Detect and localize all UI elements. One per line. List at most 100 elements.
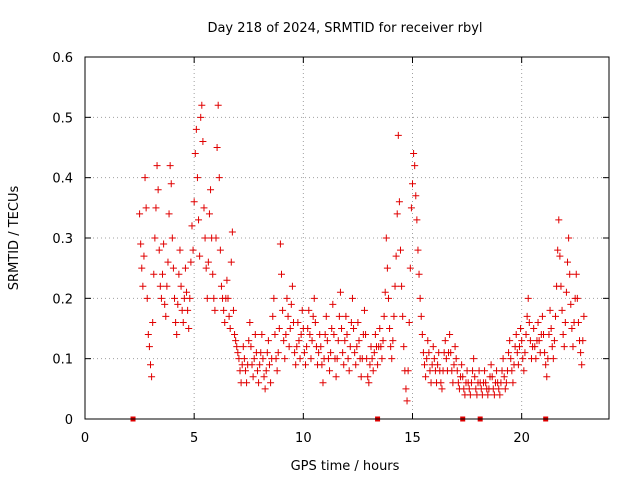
data-point	[251, 331, 259, 339]
data-point	[554, 246, 562, 254]
data-point	[151, 234, 159, 242]
data-point	[239, 343, 247, 351]
data-point	[259, 355, 267, 363]
data-point	[451, 343, 459, 351]
data-point	[434, 361, 442, 369]
data-point	[168, 234, 176, 242]
data-point	[393, 210, 401, 218]
data-point	[525, 318, 533, 326]
data-point	[399, 312, 407, 320]
data-point	[415, 270, 423, 278]
data-point	[315, 349, 323, 357]
data-point	[499, 355, 507, 363]
data-point	[201, 234, 209, 242]
data-point	[567, 300, 575, 308]
data-point	[263, 349, 271, 357]
data-point	[328, 325, 336, 332]
data-point	[241, 367, 249, 375]
data-point	[509, 379, 517, 387]
data-point	[273, 367, 281, 375]
data-point	[488, 373, 496, 381]
data-point	[355, 337, 363, 345]
data-point	[502, 379, 510, 387]
data-point	[336, 288, 344, 296]
data-point	[352, 361, 360, 369]
data-point	[278, 270, 285, 278]
data-point	[388, 355, 396, 363]
data-point	[335, 312, 343, 320]
data-point	[524, 294, 532, 302]
data-point	[392, 252, 400, 260]
data-point	[303, 343, 311, 351]
data-point	[200, 204, 208, 212]
data-point	[341, 337, 349, 345]
data-point	[267, 379, 275, 387]
data-point	[276, 240, 284, 248]
data-point	[188, 222, 196, 230]
data-point	[287, 300, 295, 308]
data-point	[351, 349, 359, 357]
data-point	[205, 210, 213, 218]
data-point	[450, 361, 458, 369]
data-point	[284, 312, 292, 320]
data-point	[561, 318, 569, 326]
data-point	[285, 343, 293, 351]
data-point	[318, 361, 326, 369]
data-point	[467, 379, 475, 387]
data-point	[279, 306, 287, 314]
data-point	[156, 282, 164, 290]
data-point	[482, 379, 490, 387]
data-point	[345, 367, 353, 375]
x-tick-labels: 0 5 10 15 20	[81, 431, 530, 446]
data-point	[184, 306, 192, 314]
data-point	[202, 264, 210, 272]
data-point	[376, 325, 384, 332]
data-point	[574, 318, 582, 326]
data-point	[234, 349, 242, 357]
data-point	[579, 337, 587, 345]
data-point	[383, 264, 391, 272]
data-point	[173, 331, 181, 339]
x-tick-label: 5	[190, 431, 198, 446]
data-point	[565, 234, 573, 242]
data-point	[369, 367, 377, 375]
data-point	[292, 361, 300, 369]
data-point	[149, 318, 157, 326]
data-point	[136, 210, 144, 218]
data-point	[339, 349, 347, 357]
data-point	[512, 331, 520, 339]
data-point	[204, 258, 212, 266]
data-point	[384, 294, 392, 302]
data-point	[362, 331, 370, 339]
data-point	[390, 312, 398, 320]
data-point	[550, 337, 558, 345]
data-point	[353, 343, 361, 351]
data-point	[360, 306, 368, 314]
data-point	[286, 325, 294, 332]
data-point	[183, 288, 191, 296]
grid-lines	[85, 57, 609, 419]
data-point	[212, 234, 220, 242]
data-point	[272, 355, 280, 363]
data-point	[555, 216, 563, 224]
data-point	[577, 349, 585, 357]
data-point	[402, 385, 410, 393]
y-tick-label: 0.5	[52, 111, 73, 126]
data-point	[248, 361, 256, 369]
data-point	[413, 216, 421, 224]
data-point	[330, 331, 338, 339]
data-point	[148, 373, 156, 381]
data-point	[387, 343, 395, 351]
y-tick-labels: 0 0.1 0.2 0.3 0.4 0.5 0.6	[52, 51, 73, 428]
data-point	[154, 186, 162, 194]
data-point	[418, 331, 426, 339]
data-point	[558, 306, 566, 314]
data-point	[338, 325, 346, 332]
data-point	[381, 288, 389, 296]
data-point	[250, 355, 258, 363]
data-point	[416, 294, 424, 302]
data-point	[322, 312, 330, 320]
data-point	[207, 186, 215, 194]
data-point	[513, 349, 521, 357]
data-point	[454, 379, 462, 387]
